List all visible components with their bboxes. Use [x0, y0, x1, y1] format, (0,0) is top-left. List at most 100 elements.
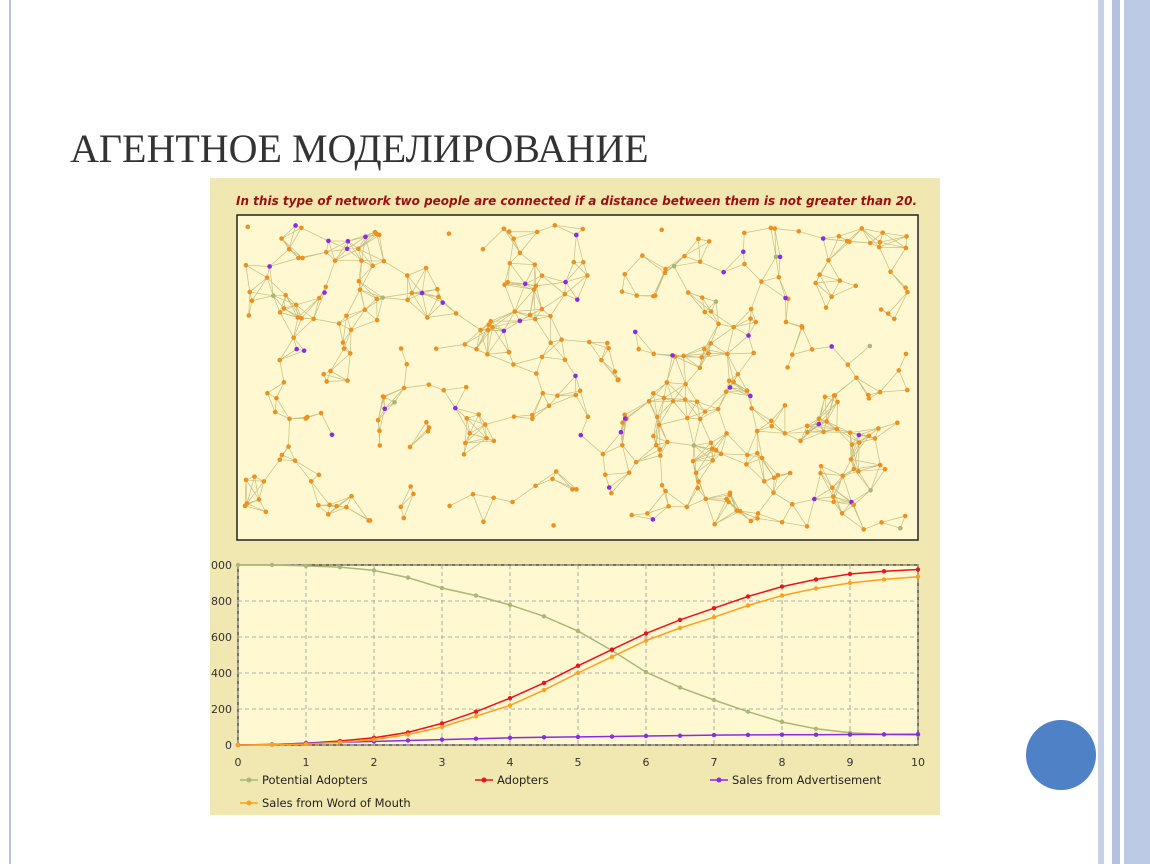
series-point: [439, 721, 445, 726]
network-node: [329, 432, 335, 438]
network-node: [291, 335, 296, 340]
network-node: [380, 295, 386, 300]
network-node: [349, 493, 354, 499]
slide-title: АГЕНТНОЕ МОДЕЛИРОВАНИЕ: [70, 126, 649, 171]
series-point: [847, 732, 853, 737]
network-node: [622, 416, 628, 421]
network-node: [816, 421, 822, 427]
legend-label: Sales from Advertisement: [732, 773, 882, 787]
network-node: [632, 329, 638, 335]
network-node: [470, 491, 476, 497]
network-node: [751, 350, 756, 356]
series-point: [779, 719, 785, 725]
network-node: [303, 416, 309, 421]
network-node: [486, 322, 492, 327]
network-node: [658, 453, 663, 458]
network-node: [882, 466, 888, 472]
network-node: [265, 390, 270, 396]
series-point: [847, 571, 853, 577]
network-node: [316, 472, 322, 478]
series-point: [473, 714, 479, 719]
network-node: [775, 472, 781, 478]
series-point: [711, 732, 717, 738]
network-node: [286, 444, 291, 449]
network-node: [612, 369, 618, 374]
network-node: [753, 319, 759, 325]
network-node: [461, 452, 467, 457]
network-node: [586, 339, 592, 345]
network-node: [392, 399, 397, 405]
network-node: [321, 371, 327, 377]
network-node: [773, 254, 779, 260]
network-node: [655, 414, 660, 420]
network-node: [551, 523, 556, 528]
network-node: [661, 395, 667, 401]
network-node: [293, 302, 299, 308]
network-node: [636, 346, 642, 352]
series-point: [439, 737, 445, 742]
network-node: [340, 340, 346, 345]
network-node: [375, 417, 381, 423]
network-node: [540, 390, 546, 396]
network-node: [511, 236, 517, 241]
series-point: [473, 709, 479, 714]
stripe: [1098, 0, 1104, 864]
network-node: [851, 502, 856, 508]
network-node: [746, 333, 751, 338]
series-point: [575, 670, 581, 676]
network-node: [548, 340, 554, 346]
network-node: [485, 352, 490, 357]
network-node: [694, 399, 700, 404]
network-node: [532, 316, 538, 322]
network-node: [435, 286, 440, 292]
series-point: [541, 735, 547, 740]
network-node: [681, 353, 686, 359]
series-point: [643, 638, 649, 643]
network-node: [274, 395, 279, 401]
series-point: [915, 567, 921, 572]
network-node: [322, 290, 327, 295]
network-node: [474, 346, 479, 352]
network-node: [782, 403, 788, 408]
network-node: [744, 462, 749, 467]
network-node: [506, 229, 512, 234]
network-node: [696, 479, 701, 484]
network-node: [344, 313, 349, 319]
network-node: [571, 259, 577, 265]
network-node: [640, 253, 645, 258]
network-node: [898, 525, 903, 531]
legend-dot: [716, 777, 722, 783]
network-node: [713, 299, 719, 304]
network-node: [826, 258, 831, 263]
series-point: [541, 687, 547, 693]
network-node: [734, 508, 739, 513]
network-node: [585, 414, 591, 420]
network-node: [823, 305, 829, 310]
network-node: [783, 319, 789, 325]
network-node: [533, 283, 539, 289]
legend-dot: [246, 800, 252, 806]
network-node: [867, 343, 873, 349]
network-node: [485, 327, 491, 333]
series-point: [439, 585, 445, 591]
network-node: [578, 432, 584, 438]
network-node: [629, 512, 635, 518]
series-point: [269, 742, 275, 747]
network-node: [779, 519, 785, 525]
series-point: [745, 709, 751, 714]
network-node: [261, 479, 267, 484]
network-node: [726, 499, 731, 505]
network-node: [805, 430, 810, 435]
network-node: [599, 357, 604, 363]
network-node: [563, 279, 568, 285]
network-node: [646, 399, 652, 404]
network-node: [829, 294, 834, 300]
network-node: [398, 346, 404, 351]
legend-label: Sales from Word of Mouth: [262, 796, 411, 810]
network-node: [754, 428, 760, 434]
network-node: [691, 443, 697, 448]
network-node: [506, 349, 512, 355]
network-node: [362, 307, 368, 313]
network-node: [878, 307, 884, 312]
